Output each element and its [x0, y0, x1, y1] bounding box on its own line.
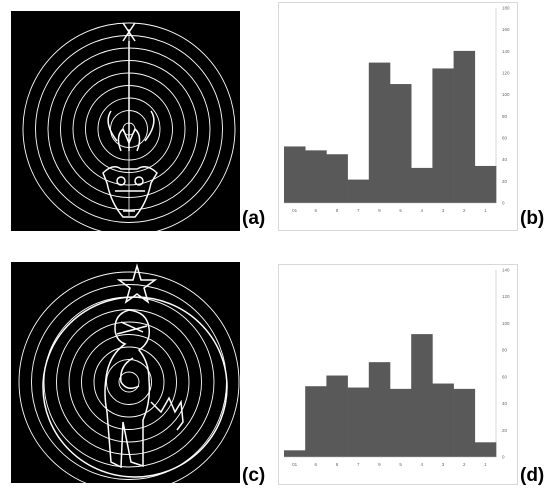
bar [432, 68, 454, 203]
y-tick-label: 100 [502, 92, 510, 97]
x-tick-label: 8 [336, 208, 339, 213]
bar [305, 386, 327, 457]
y-tick-label: 20 [502, 179, 508, 184]
x-tick-label: 3 [442, 462, 445, 467]
panel-c-image [11, 262, 240, 483]
chart-b: 0 20 40 60 80 100 120 140 160 180 01 6 8 7 9 5 4 3 2 1 [278, 2, 518, 231]
x-tick-label: 2 [463, 462, 466, 467]
bull-head-icon [102, 22, 158, 218]
bar [326, 154, 348, 203]
x-tick-label: 01 [292, 208, 298, 213]
chart-d: 0 20 40 60 80 100 120 140 01 6 8 7 9 5 4 3 2 1 [278, 264, 518, 485]
x-tick-label: 9 [378, 462, 381, 467]
x-tick-label: 6 [315, 208, 318, 213]
bar [284, 450, 306, 457]
x-tick-label: 3 [442, 208, 445, 213]
bar [368, 62, 391, 203]
panel-c-rings [18, 263, 240, 483]
x-tick-label: 4 [421, 462, 424, 467]
x-tick-label: 6 [315, 462, 318, 467]
ring [18, 271, 240, 483]
ring [118, 371, 140, 393]
bar [411, 334, 433, 457]
x-tick-label: 1 [484, 208, 487, 213]
bar [347, 179, 370, 203]
bar [432, 383, 454, 457]
x-tick-label: 8 [336, 462, 339, 467]
y-tick-label: 80 [502, 348, 508, 353]
panel-c-label: (c) [242, 465, 266, 486]
bar [474, 165, 497, 203]
y-tick-label: 40 [502, 157, 508, 162]
bar [453, 50, 476, 204]
y-tick-label: 140 [502, 268, 510, 273]
bar [453, 388, 476, 457]
ring [43, 296, 215, 468]
x-tick-label: 2 [463, 208, 466, 213]
y-tick-label: 120 [502, 294, 510, 299]
bar [347, 387, 370, 457]
bar [390, 388, 412, 457]
x-tick-label: 9 [378, 208, 381, 213]
panel-a-rings [22, 22, 236, 231]
y-tick-label: 20 [502, 428, 508, 433]
bar [474, 442, 497, 457]
y-tick-label: 0 [502, 455, 505, 460]
panel-b-label: (b) [520, 208, 545, 229]
x-tick-label: 7 [357, 208, 360, 213]
y-tick-label: 160 [502, 27, 510, 32]
y-tick-label: 40 [502, 401, 508, 406]
chart-d-svg: 0 20 40 60 80 100 120 140 01 6 8 7 9 5 4 3 2 1 [278, 264, 518, 485]
bar [390, 84, 412, 203]
y-tick-label: 180 [502, 6, 510, 11]
ring [22, 22, 236, 231]
bar [305, 150, 327, 203]
chart-b-svg: 0 20 40 60 80 100 120 140 160 180 01 6 8 7 9 5 4 3 2 1 [278, 2, 518, 231]
y-tick-label: 140 [502, 49, 510, 54]
x-tick-label: 5 [399, 208, 402, 213]
ring [81, 334, 177, 430]
bar [411, 167, 433, 203]
bar [326, 375, 348, 457]
panel-d-label: (d) [520, 465, 545, 486]
panel-a-label: (a) [242, 208, 266, 229]
bar [368, 362, 391, 457]
y-tick-label: 60 [502, 136, 508, 141]
star-figure-icon [42, 263, 228, 478]
x-tick-label: 1 [484, 462, 487, 467]
y-tick-label: 100 [502, 321, 510, 326]
bar [284, 146, 306, 203]
ring [68, 321, 190, 443]
x-tick-label: 5 [399, 462, 402, 467]
x-tick-label: 4 [421, 208, 424, 213]
y-tick-label: 80 [502, 114, 508, 119]
y-tick-label: 60 [502, 374, 508, 379]
y-tick-label: 0 [502, 201, 505, 206]
x-tick-label: 7 [357, 462, 360, 467]
panel-a-image [11, 11, 240, 231]
ring [93, 346, 165, 418]
ring [106, 359, 152, 405]
y-tick-label: 120 [502, 71, 510, 76]
x-tick-label: 01 [292, 462, 298, 467]
